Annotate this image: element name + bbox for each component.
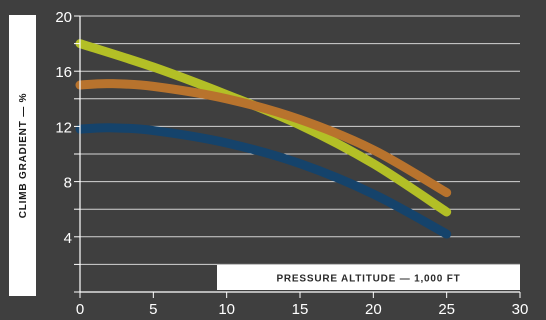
y-axis-label-box [9, 15, 36, 296]
y-tick-label: 12 [55, 119, 72, 136]
x-axis-label: PRESSURE ALTITUDE — 1,000 FT [217, 265, 520, 290]
y-axis-label-text: CLIMB GRADIENT — % [18, 93, 29, 219]
axes [74, 15, 521, 298]
x-tick-label: 10 [218, 301, 235, 318]
grid-lines [80, 15, 520, 265]
x-tick-label: 15 [292, 301, 309, 318]
series-line-2 [75, 79, 452, 198]
x-tick-label: 5 [149, 301, 157, 318]
x-axis-label-box [217, 265, 520, 290]
y-tick-label: 16 [55, 64, 72, 81]
series-line-3 [75, 123, 452, 239]
x-tick-label: 30 [512, 301, 529, 318]
y-axis-label: CLIMB GRADIENT — % [9, 15, 36, 296]
x-tick-label: 25 [438, 301, 455, 318]
y-tick-label: 20 [55, 9, 72, 26]
y-tick-label: 8 [64, 175, 72, 192]
series-lines [75, 39, 452, 239]
x-axis-label-text: PRESSURE ALTITUDE — 1,000 FT [276, 274, 460, 285]
y-tick-label: 4 [64, 230, 72, 247]
x-tick-label: 20 [365, 301, 382, 318]
x-tick-label: 0 [76, 301, 84, 318]
tick-labels: 4 8 12 16 20 0 5 10 15 20 25 30 [55, 9, 528, 318]
